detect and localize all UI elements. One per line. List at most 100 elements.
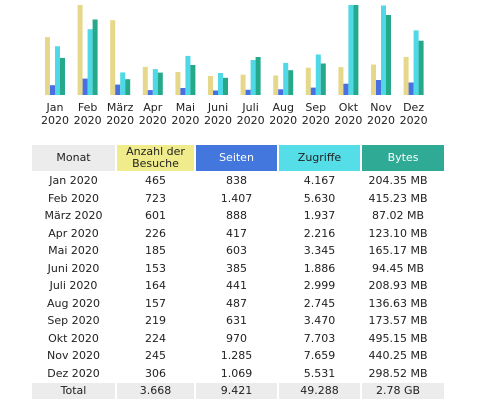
cell-month: Jan 2020 (49, 174, 98, 188)
cell-month: Juni 2020 (47, 261, 100, 275)
bar-seiten (278, 89, 284, 95)
cell-pages: 631 (226, 314, 247, 328)
cell-pages: 417 (226, 226, 247, 240)
bar-anzahl-der-besuche (45, 37, 50, 95)
table-row: Dez 2020 306 1.069 5.531 298.52 MB (32, 366, 444, 382)
bar-seiten (408, 82, 414, 95)
cell-pages: 603 (226, 244, 247, 258)
cell-month: Juli 2020 (49, 279, 98, 293)
x-tick-year: 2020 (302, 114, 330, 127)
bar-bytes (353, 5, 359, 95)
x-tick-month: Aug (272, 101, 293, 114)
cell-hits: 7.703 (303, 331, 336, 345)
bar-zugriffe (250, 60, 256, 95)
header-hits: Zugriffe (279, 145, 360, 171)
bar-bytes (92, 19, 98, 95)
cell-hits: 7.659 (303, 349, 336, 363)
x-tick-month: Okt (339, 101, 359, 114)
total-bytes: 2.78 GB (362, 383, 444, 399)
bar-zugriffe (87, 29, 93, 96)
bar-seiten (245, 89, 251, 95)
cell-visits: 164 (145, 279, 166, 293)
cell-hits: 3.345 (303, 244, 336, 258)
cell-month: Feb 2020 (48, 191, 99, 205)
bar-zugriffe (283, 62, 289, 95)
cell-pages: 1.069 (220, 366, 253, 380)
bar-zugriffe (120, 72, 126, 95)
bar-zugriffe (218, 73, 223, 95)
cell-hits: 5.531 (303, 366, 336, 380)
bar-bytes (157, 72, 163, 95)
bar-seiten (310, 87, 316, 95)
x-tick-month: Nov (370, 101, 392, 114)
table-header-row: Monat Anzahl der Besuche Seiten Zugriffe… (32, 145, 444, 171)
x-tick-month: Apr (143, 101, 163, 114)
bar-bytes (320, 63, 326, 95)
x-tick-year: 2020 (74, 114, 102, 127)
cell-hits: 2.216 (303, 226, 336, 240)
x-tick-year: 2020 (204, 114, 232, 127)
bar-seiten (50, 85, 55, 95)
x-tick-year: 2020 (41, 114, 69, 127)
x-tick-year: 2020 (171, 114, 199, 127)
bar-anzahl-der-besuche (240, 74, 246, 95)
cell-hits: 2.745 (303, 296, 336, 310)
cell-hits: 5.630 (303, 191, 336, 205)
header-month: Monat (32, 145, 115, 171)
cell-visits: 219 (145, 314, 166, 328)
cell-bytes: 94.45 MB (371, 261, 425, 275)
table-total-row: Total 3.668 9.421 49.288 2.78 GB (32, 383, 444, 399)
header-bytes: Bytes (362, 145, 444, 171)
cell-month: Sep 2020 (47, 314, 100, 328)
bar-zugriffe (413, 30, 419, 95)
bar-anzahl-der-besuche (371, 64, 376, 95)
x-tick-year: 2020 (269, 114, 297, 127)
bar-seiten (180, 88, 186, 95)
x-tick-month: Feb (78, 101, 97, 114)
bar-seiten (376, 80, 381, 95)
bar-zugriffe (381, 5, 386, 95)
cell-pages: 487 (226, 296, 247, 310)
cell-bytes: 440.25 MB (368, 349, 428, 363)
cell-pages: 441 (226, 279, 247, 293)
cell-bytes: 298.52 MB (368, 366, 428, 380)
header-pages: Seiten (196, 145, 277, 171)
table-row: Aug 2020 157 487 2.745 136.63 MB (32, 296, 444, 312)
cell-month: Apr 2020 (48, 226, 99, 240)
header-visits: Anzahl der Besuche (117, 145, 194, 171)
bar-seiten (213, 90, 218, 95)
bar-seiten (147, 90, 153, 95)
cell-bytes: 136.63 MB (368, 296, 428, 310)
bar-anzahl-der-besuche (142, 66, 148, 95)
monthly-history-chart: Jan2020Feb2020März2020Apr2020Mai2020Juni… (41, 5, 428, 127)
bar-seiten (82, 78, 88, 95)
table-row: Nov 2020 245 1.285 7.659 440.25 MB (32, 348, 444, 364)
table-row: Juli 2020 164 441 2.999 208.93 MB (32, 278, 444, 294)
cell-visits: 185 (145, 244, 166, 258)
x-tick-year: 2020 (237, 114, 265, 127)
total-visits: 3.668 (117, 383, 194, 399)
bar-anzahl-der-besuche (403, 56, 409, 95)
x-tick-year: 2020 (334, 114, 362, 127)
bar-bytes (190, 65, 196, 95)
bar-zugriffe (152, 69, 158, 95)
bar-anzahl-der-besuche (208, 76, 213, 95)
x-tick-month: Dez (403, 101, 424, 114)
table-row: Jan 2020 465 838 4.167 204.35 MB (32, 173, 444, 189)
cell-hits: 2.999 (303, 279, 336, 293)
cell-hits: 3.470 (303, 314, 336, 328)
cell-visits: 601 (145, 209, 166, 223)
x-tick-year: 2020 (106, 114, 134, 127)
x-tick-year: 2020 (139, 114, 167, 127)
bar-anzahl-der-besuche (338, 67, 344, 95)
bar-anzahl-der-besuche (110, 20, 116, 96)
header-visits-line1: Anzahl der (126, 145, 185, 158)
bar-anzahl-der-besuche (77, 5, 83, 95)
table-row: Okt 2020 224 970 7.703 495.15 MB (32, 331, 444, 347)
bar-bytes (255, 57, 261, 95)
table-row: Feb 2020 723 1.407 5.630 415.23 MB (32, 191, 444, 207)
x-tick-month: Juli (241, 101, 258, 114)
table-row: Mai 2020 185 603 3.345 165.17 MB (32, 243, 444, 259)
bar-bytes (223, 77, 228, 95)
bar-anzahl-der-besuche (175, 72, 181, 95)
